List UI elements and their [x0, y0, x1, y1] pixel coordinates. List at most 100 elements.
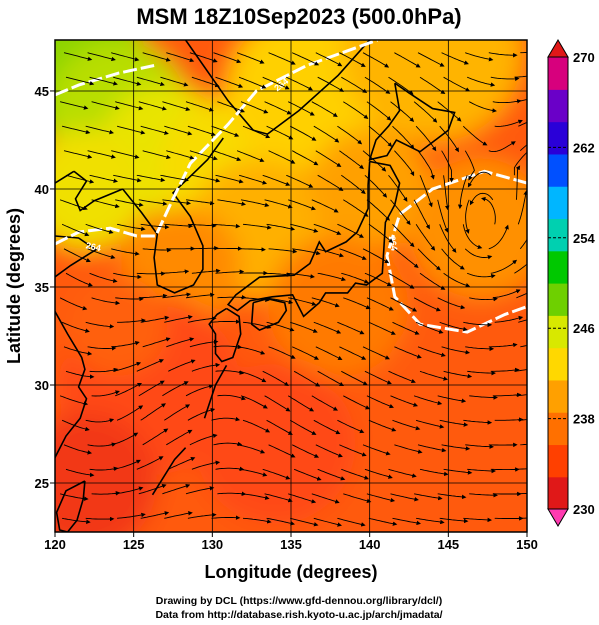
streamline: [492, 99, 522, 104]
streamline: [164, 315, 193, 323]
streamline: [138, 484, 167, 495]
streamline: [211, 319, 241, 324]
colorbar-min-arrow: [547, 508, 569, 527]
streamline: [315, 248, 344, 258]
streamline: [514, 263, 527, 274]
streamline: [317, 272, 346, 282]
streamline: [417, 444, 447, 453]
colorbar-segment: [548, 153, 568, 187]
streamline: [488, 224, 509, 250]
streamline: [242, 321, 272, 329]
streamline: [514, 369, 527, 372]
streamline: [59, 199, 88, 211]
streamline: [441, 52, 469, 65]
streamline: [457, 175, 468, 210]
streamline: [390, 297, 418, 312]
streamline: [187, 125, 216, 137]
streamline: [189, 339, 219, 348]
streamline: [463, 419, 493, 425]
streamline: [142, 52, 171, 62]
streamline: [87, 346, 117, 351]
credit-line-2: Data from http://database.rish.kyoto-u.a…: [155, 609, 442, 621]
streamline: [116, 125, 146, 135]
streamline: [215, 76, 244, 88]
streamline: [211, 515, 241, 520]
streamline: [236, 52, 265, 64]
streamline: [392, 321, 420, 335]
y-tick-label: 30: [35, 378, 49, 393]
streamline: [85, 516, 115, 522]
streamline: [113, 174, 142, 183]
streamline: [242, 419, 271, 433]
streamline: [441, 248, 465, 270]
streamline: [286, 76, 313, 91]
colorbar-segment: [548, 283, 568, 316]
streamline: [91, 297, 121, 306]
streamline: [211, 416, 241, 422]
streamline: [136, 76, 165, 87]
streamline: [240, 199, 270, 208]
streamline: [117, 223, 146, 231]
colorbar-segment: [548, 315, 568, 349]
colorbar-max-arrow: [547, 39, 569, 58]
colorbar-segment: [548, 379, 568, 413]
streamline: [388, 76, 414, 95]
streamline: [185, 486, 215, 495]
streamline: [419, 272, 446, 290]
streamline: [437, 395, 467, 403]
streamline: [392, 125, 415, 150]
streamline: [136, 456, 164, 470]
streamline: [467, 468, 497, 474]
x-tick-label: 125: [123, 537, 145, 552]
streamline: [390, 395, 419, 407]
streamline: [185, 384, 214, 397]
streamline: [313, 223, 342, 235]
streamline: [439, 321, 468, 332]
streamline: [494, 315, 524, 323]
streamline: [467, 272, 496, 279]
streamline: [63, 346, 93, 356]
coastline: [122, 137, 224, 294]
streamline: [343, 297, 371, 310]
streamline: [213, 344, 243, 350]
streamline: [488, 141, 516, 153]
streamline: [142, 150, 171, 160]
streamline: [262, 76, 290, 90]
streamline: [115, 486, 144, 495]
streamline: [343, 493, 372, 504]
streamline: [91, 491, 121, 496]
streamline: [288, 493, 317, 504]
streamline: [211, 223, 241, 229]
streamline: [490, 259, 518, 274]
streamline: [518, 319, 527, 323]
streamline: [268, 52, 296, 65]
streamline: [162, 101, 191, 112]
streamline: [187, 316, 217, 323]
streamline: [59, 101, 89, 110]
streamline: [62, 517, 91, 525]
streamline: [291, 150, 319, 166]
streamline: [293, 468, 322, 481]
streamline: [341, 272, 369, 284]
coastline: [368, 82, 456, 161]
streamline: [217, 199, 247, 206]
streamline: [136, 359, 164, 372]
streamline: [142, 337, 171, 348]
streamline: [189, 433, 218, 446]
streamline: [337, 125, 363, 145]
streamline: [313, 125, 340, 143]
streamline: [136, 174, 166, 183]
streamline: [89, 466, 119, 472]
streamline: [443, 370, 473, 379]
streamline: [115, 101, 144, 111]
streamline: [187, 512, 217, 519]
streamline: [140, 403, 166, 421]
streamline: [191, 362, 221, 372]
streamline: [469, 492, 498, 498]
streamline: [362, 52, 390, 68]
streamline: [390, 493, 419, 502]
y-tick-label: 40: [35, 182, 49, 197]
streamline: [91, 390, 120, 397]
streamline: [388, 272, 415, 289]
colorbar-segment: [548, 250, 568, 284]
